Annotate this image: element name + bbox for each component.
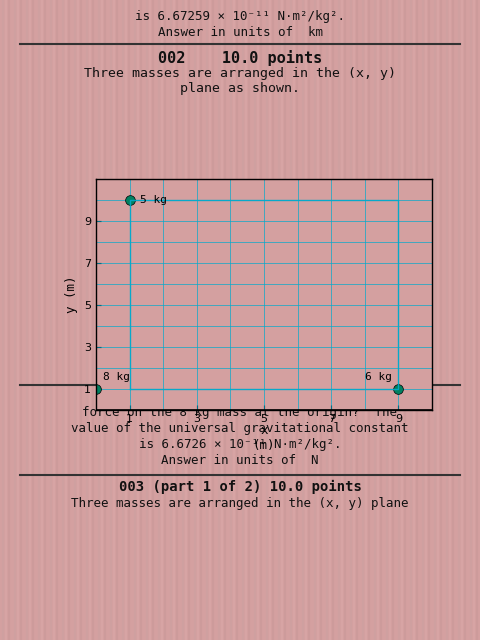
Text: value of the universal gravitational constant: value of the universal gravitational con… xyxy=(71,422,409,435)
Text: Three masses are arranged in the (x, y) plane: Three masses are arranged in the (x, y) … xyxy=(71,497,409,510)
Text: plane as shown.: plane as shown. xyxy=(180,82,300,95)
Text: 002    10.0 points: 002 10.0 points xyxy=(158,50,322,66)
Text: What is the magnitude of the resulting: What is the magnitude of the resulting xyxy=(97,390,383,403)
Y-axis label: y (m): y (m) xyxy=(65,276,78,313)
Text: 003 (part 1 of 2) 10.0 points: 003 (part 1 of 2) 10.0 points xyxy=(119,480,361,494)
Text: force on the 8 kg mass at the origin?  The: force on the 8 kg mass at the origin? Th… xyxy=(83,406,397,419)
Text: Answer in units of  N: Answer in units of N xyxy=(161,454,319,467)
X-axis label: x
(m): x (m) xyxy=(253,424,275,452)
Text: 8 kg: 8 kg xyxy=(103,372,130,382)
Text: is 6.67259 × 10⁻¹¹ N·m²/kg².: is 6.67259 × 10⁻¹¹ N·m²/kg². xyxy=(135,10,345,23)
Text: is 6.6726 × 10⁻¹¹ N·m²/kg².: is 6.6726 × 10⁻¹¹ N·m²/kg². xyxy=(139,438,341,451)
Text: 5 kg: 5 kg xyxy=(140,195,167,205)
Text: 6 kg: 6 kg xyxy=(365,372,392,382)
Text: Three masses are arranged in the (x, y): Three masses are arranged in the (x, y) xyxy=(84,67,396,80)
Text: Answer in units of  km: Answer in units of km xyxy=(157,26,323,39)
